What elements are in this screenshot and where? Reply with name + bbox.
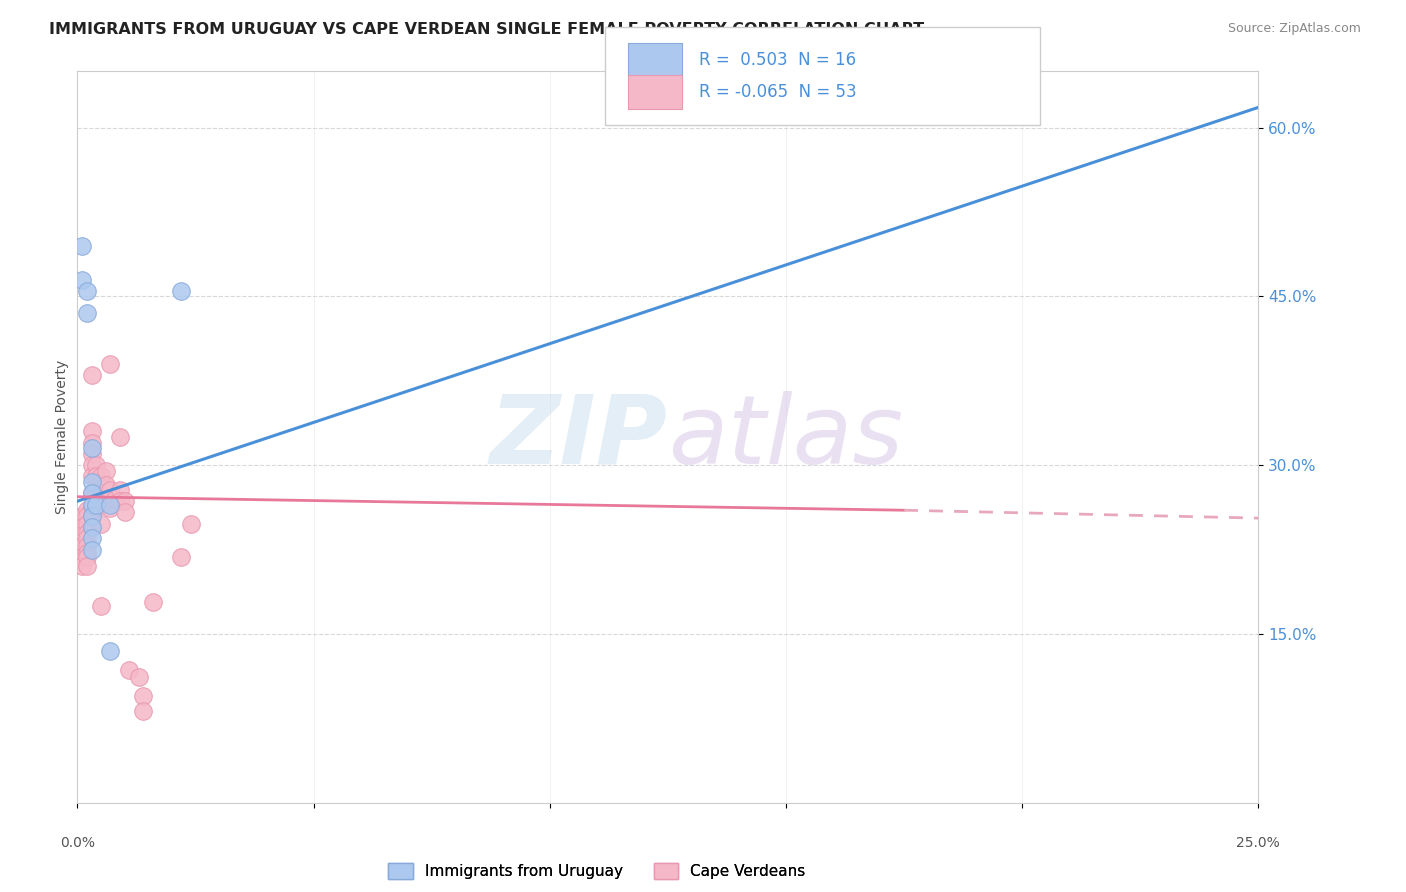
Point [80, 542, 103, 557]
Point [70, 508, 93, 523]
Point [80, 469, 103, 483]
Point [80, 368, 103, 383]
Point [118, 663, 141, 677]
Point [76, 284, 98, 298]
Point [90, 516, 112, 531]
Point [80, 442, 103, 456]
Point [132, 689, 155, 703]
Point [80, 447, 103, 461]
Point [76, 525, 98, 540]
Point [76, 559, 98, 574]
Point [76, 503, 98, 517]
Point [80, 458, 103, 473]
Point [76, 550, 98, 565]
Point [114, 506, 136, 520]
Point [84, 498, 107, 512]
Point [80, 425, 103, 439]
Point [180, 516, 202, 531]
Point [76, 539, 98, 553]
Point [84, 469, 107, 483]
Point [90, 486, 112, 500]
Point [84, 458, 107, 473]
Point [94, 494, 117, 508]
Text: ZIP: ZIP [489, 391, 668, 483]
Point [100, 498, 122, 512]
Text: atlas: atlas [668, 391, 903, 483]
Point [94, 464, 117, 478]
Point [80, 486, 103, 500]
Point [80, 532, 103, 546]
Point [76, 306, 98, 320]
Point [90, 498, 112, 512]
Text: 0.0%: 0.0% [60, 836, 94, 850]
Point [108, 494, 131, 508]
Point [70, 559, 93, 574]
Point [70, 550, 93, 565]
Point [80, 435, 103, 450]
Point [104, 491, 127, 506]
Point [100, 483, 122, 497]
Y-axis label: Single Female Poverty: Single Female Poverty [55, 360, 69, 514]
Point [80, 508, 103, 523]
Point [100, 357, 122, 371]
Point [70, 272, 93, 286]
Point [76, 532, 98, 546]
Point [100, 644, 122, 658]
Point [80, 520, 103, 534]
Text: R = -0.065  N = 53: R = -0.065 N = 53 [699, 83, 856, 101]
Point [90, 469, 112, 483]
Point [142, 595, 165, 609]
Text: IMMIGRANTS FROM URUGUAY VS CAPE VERDEAN SINGLE FEMALE POVERTY CORRELATION CHART: IMMIGRANTS FROM URUGUAY VS CAPE VERDEAN … [49, 22, 924, 37]
Point [70, 239, 93, 253]
Text: Source: ZipAtlas.com: Source: ZipAtlas.com [1227, 22, 1361, 36]
Point [76, 516, 98, 531]
Point [70, 539, 93, 553]
Point [114, 494, 136, 508]
Point [80, 508, 103, 523]
Point [84, 486, 107, 500]
Point [80, 498, 103, 512]
Point [76, 508, 98, 523]
Point [128, 670, 150, 684]
Point [80, 520, 103, 534]
Point [80, 498, 103, 512]
Point [80, 475, 103, 489]
Point [80, 486, 103, 500]
Text: 25.0%: 25.0% [1236, 836, 1281, 850]
Point [94, 478, 117, 492]
Point [132, 704, 155, 718]
Point [76, 546, 98, 560]
Point [70, 528, 93, 542]
Point [170, 284, 193, 298]
Point [108, 430, 131, 444]
Point [100, 500, 122, 515]
Point [170, 550, 193, 565]
Point [90, 599, 112, 613]
Point [84, 498, 107, 512]
Point [70, 520, 93, 534]
Text: R =  0.503  N = 16: R = 0.503 N = 16 [699, 51, 856, 69]
Legend: Immigrants from Uruguay, Cape Verdeans: Immigrants from Uruguay, Cape Verdeans [388, 863, 806, 880]
Point [108, 483, 131, 497]
